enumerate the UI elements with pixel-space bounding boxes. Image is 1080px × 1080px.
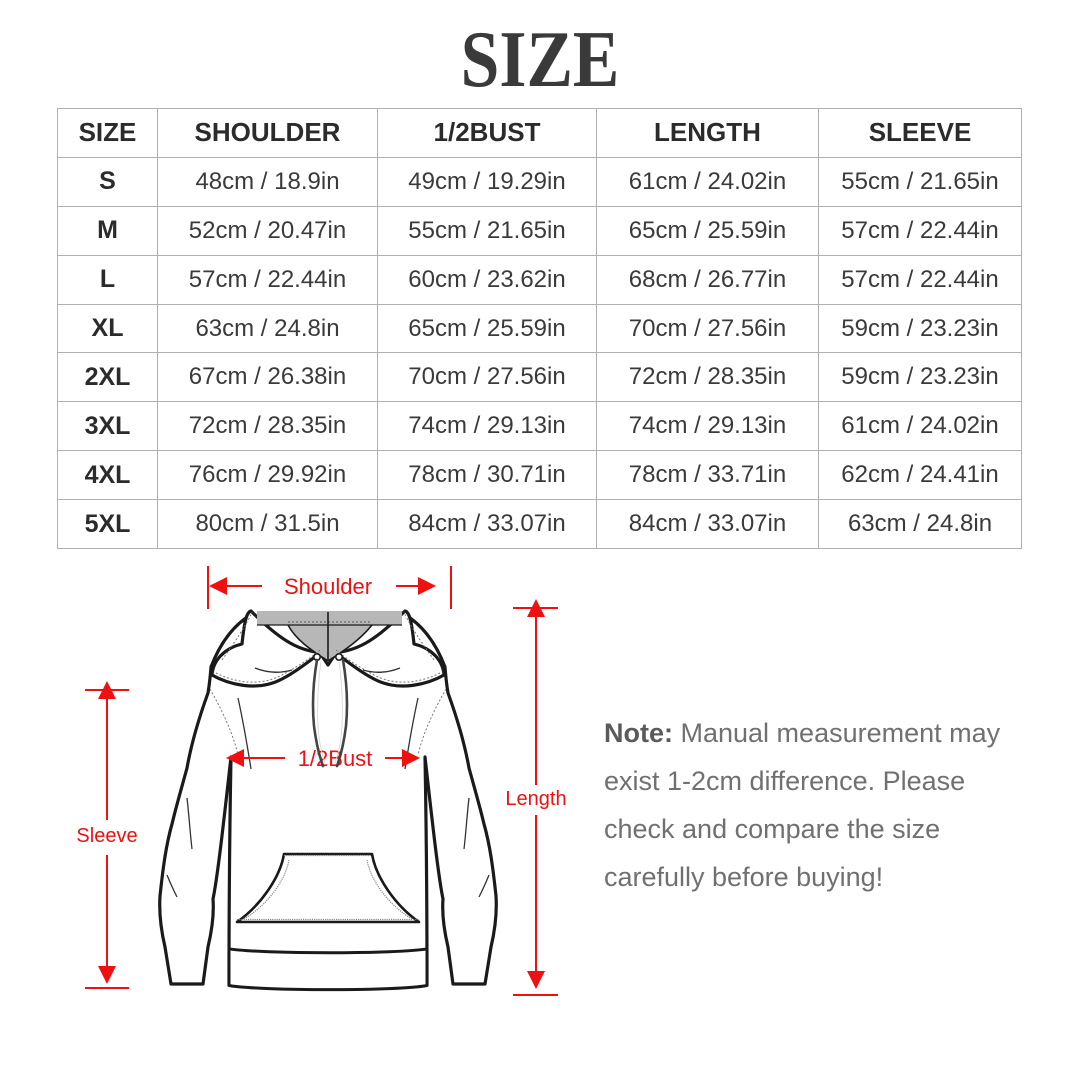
svg-text:1/2Bust: 1/2Bust [298,746,373,771]
svg-text:Length: Length [505,788,566,810]
svg-text:Sleeve: Sleeve [76,825,137,847]
svg-text:Shoulder: Shoulder [284,574,372,599]
